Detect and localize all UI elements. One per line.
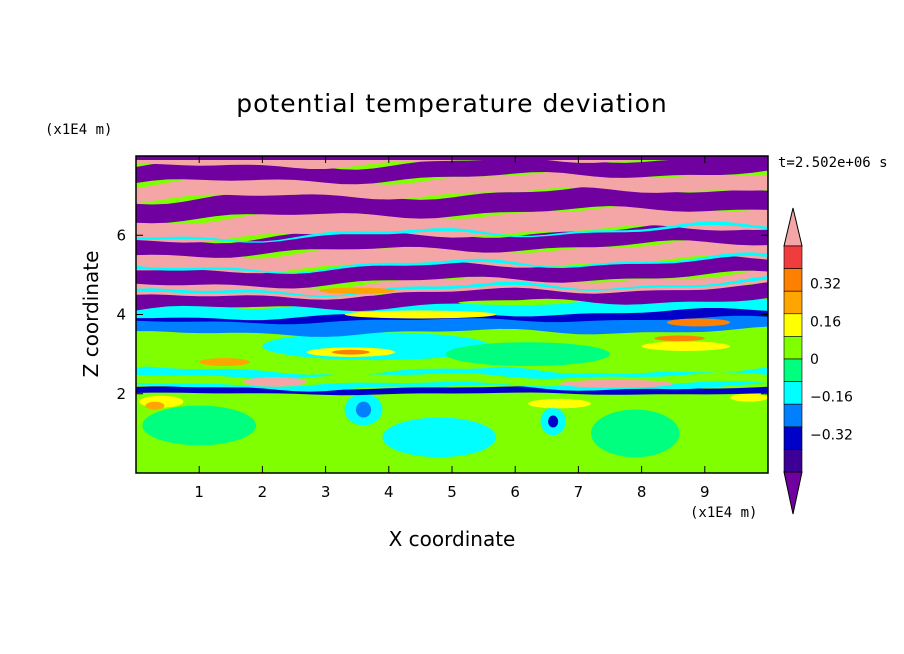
colorbar-over-triangle bbox=[783, 207, 803, 247]
field-patch bbox=[199, 358, 250, 367]
y-unit-label: (x1E4 m) bbox=[45, 122, 112, 138]
field-patch bbox=[319, 287, 396, 294]
field-patch bbox=[591, 409, 680, 458]
field-patch bbox=[382, 417, 497, 458]
colorbar-label: −0.16 bbox=[810, 390, 853, 406]
field-band bbox=[136, 309, 768, 337]
colorbar-under-triangle bbox=[783, 471, 803, 515]
field-edge bbox=[136, 252, 768, 274]
y-tick-label: 6 bbox=[116, 226, 126, 244]
y-axis: 2 4 6 bbox=[116, 226, 768, 403]
colorbar: 0.32 0.16 0 −0.16 −0.32 bbox=[783, 207, 853, 515]
field-patch bbox=[654, 335, 705, 342]
x-tick-label: 4 bbox=[384, 483, 394, 501]
x-axis-label: X coordinate bbox=[389, 527, 516, 551]
field-patch bbox=[458, 300, 573, 305]
colorbar-swatch bbox=[783, 426, 803, 450]
colorbar-swatch bbox=[783, 245, 803, 269]
colorbar-swatch bbox=[783, 290, 803, 315]
colorbar-swatch bbox=[783, 358, 803, 382]
field-patch bbox=[666, 318, 731, 327]
field-band bbox=[136, 156, 768, 185]
chart-title: potential temperature deviation bbox=[236, 89, 667, 118]
field-patch bbox=[331, 349, 370, 355]
x-tick-label: 2 bbox=[258, 483, 268, 501]
x-tick-label: 8 bbox=[637, 483, 647, 501]
field-band bbox=[136, 238, 768, 274]
field-patch bbox=[445, 342, 610, 367]
x-tick-label: 3 bbox=[321, 483, 331, 501]
field-patch bbox=[548, 415, 559, 428]
colorbar-swatch bbox=[783, 313, 803, 337]
y-tick-label: 4 bbox=[116, 306, 126, 324]
colorbar-label: −0.32 bbox=[810, 427, 853, 443]
field-band bbox=[136, 170, 768, 204]
colorbar-label: 0.16 bbox=[810, 314, 841, 330]
field-edge bbox=[136, 221, 768, 243]
y-axis-label: Z coordinate bbox=[79, 251, 103, 378]
field-patch bbox=[142, 405, 257, 446]
field-patch bbox=[527, 398, 592, 409]
colorbar-label: 0.32 bbox=[810, 277, 841, 293]
colorbar-swatch bbox=[783, 268, 803, 292]
field-patch bbox=[243, 377, 307, 387]
x-tick-label: 9 bbox=[700, 483, 710, 501]
x-tick-label: 7 bbox=[574, 483, 584, 501]
x-tick-label: 6 bbox=[510, 483, 520, 501]
field-patch bbox=[641, 341, 731, 351]
field-band bbox=[136, 185, 768, 224]
field-band bbox=[136, 253, 768, 289]
field-patch bbox=[559, 379, 674, 388]
colorbar-swatch bbox=[783, 336, 803, 360]
field-patch bbox=[145, 401, 165, 410]
x-axis: 1 2 3 4 5 6 7 8 9 bbox=[194, 156, 710, 501]
field-patch bbox=[355, 401, 372, 418]
colorbar-label: 0 bbox=[810, 352, 819, 368]
colorbar-swatch bbox=[783, 403, 803, 428]
x-tick-label: 5 bbox=[447, 483, 457, 501]
x-tick-label: 1 bbox=[194, 483, 204, 501]
colorbar-swatch bbox=[783, 381, 803, 405]
contour-field bbox=[136, 156, 768, 473]
time-label: t=2.502e+06 s bbox=[778, 155, 888, 171]
y-tick-label: 2 bbox=[116, 385, 126, 403]
field-edge bbox=[136, 276, 768, 298]
field-patch bbox=[344, 310, 497, 319]
field-band bbox=[136, 269, 768, 300]
field-patch bbox=[730, 393, 768, 402]
x-unit-label: (x1E4 m) bbox=[690, 505, 757, 521]
colorbar-swatch bbox=[783, 449, 803, 473]
